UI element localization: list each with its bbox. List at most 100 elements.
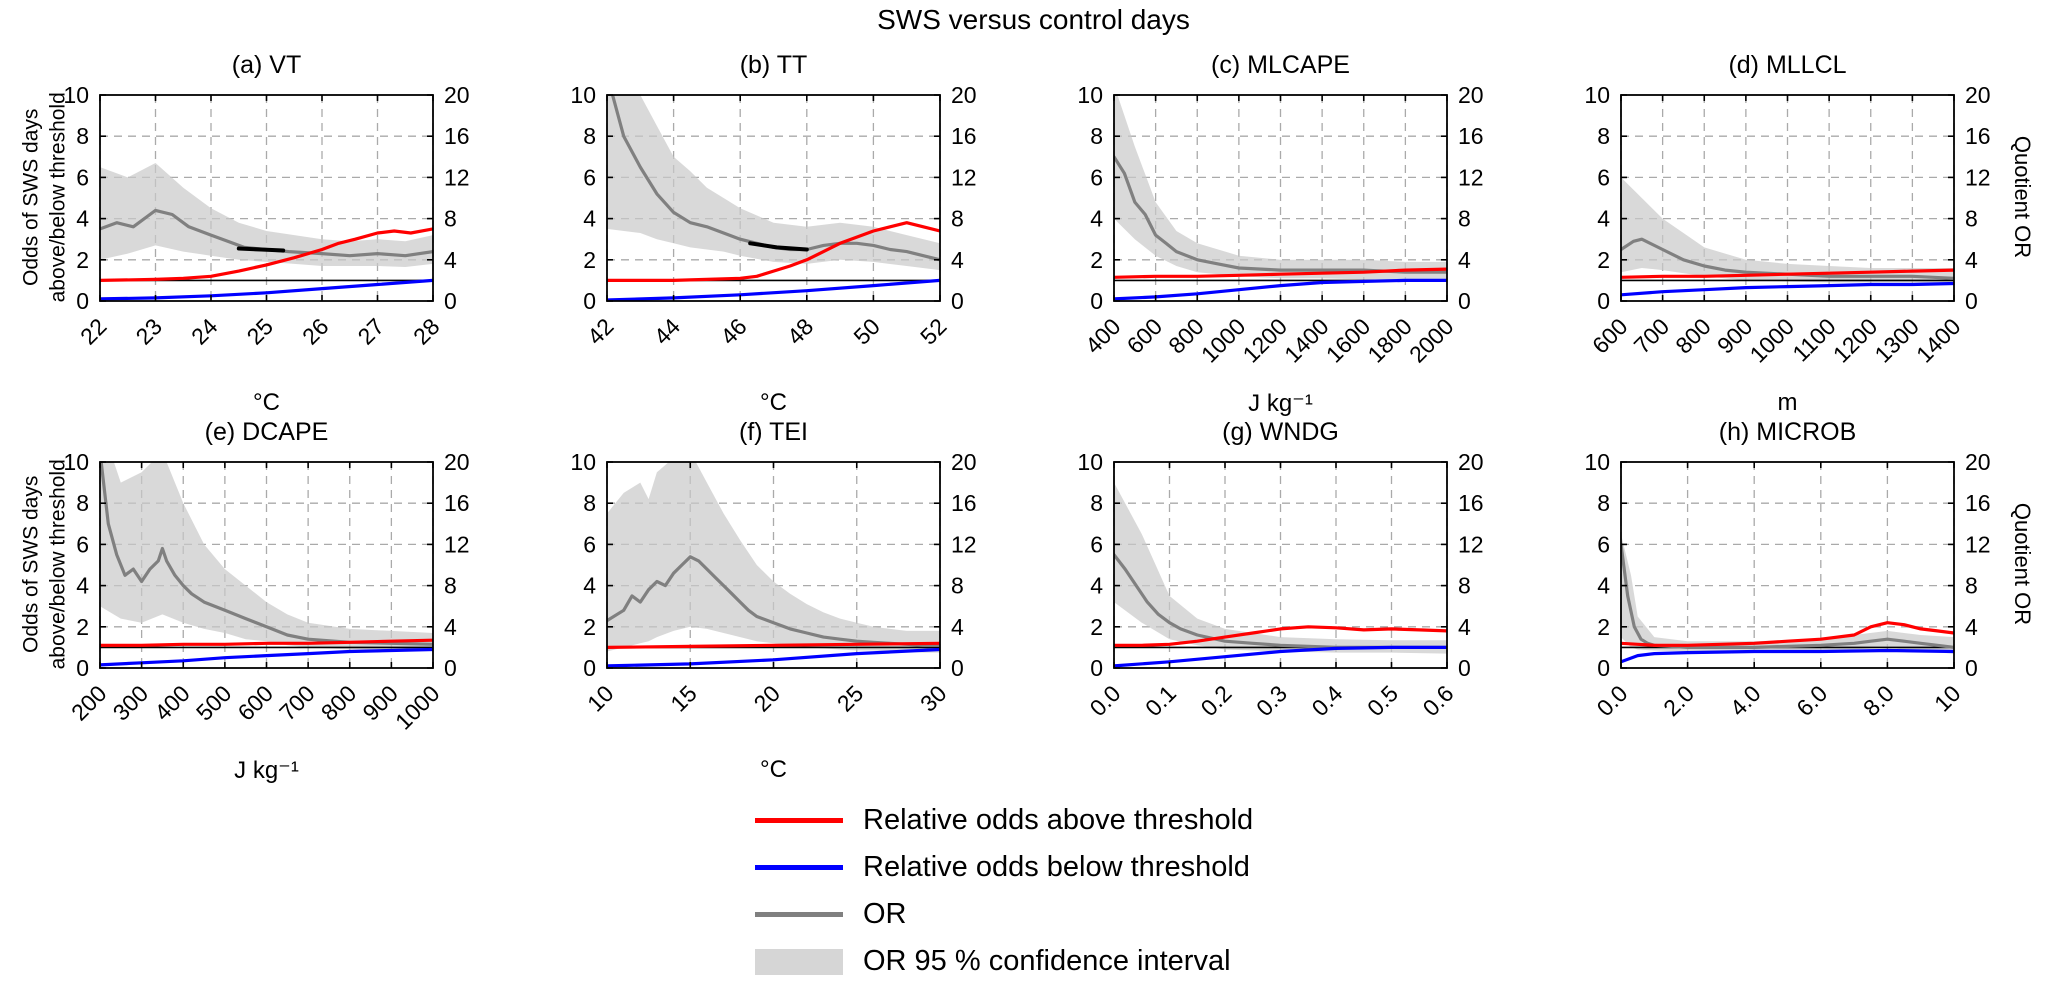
or-line	[1114, 155, 1447, 274]
legend-ci-patch-swatch	[755, 948, 843, 975]
x-axis-label: °C	[760, 756, 787, 783]
svg-text:25: 25	[832, 680, 868, 716]
svg-text:0.1: 0.1	[1140, 680, 1181, 721]
svg-text:0: 0	[1090, 288, 1103, 314]
x-axis-label: J kg⁻¹	[1248, 390, 1313, 417]
or-line	[1621, 237, 1954, 280]
svg-text:0: 0	[1458, 655, 1471, 681]
odds-below-line	[100, 647, 433, 667]
svg-text:2: 2	[76, 614, 89, 640]
or-ci-band	[100, 163, 433, 267]
svg-text:0.4: 0.4	[1307, 680, 1348, 721]
svg-text:20: 20	[951, 82, 977, 108]
svg-text:6: 6	[583, 164, 596, 190]
svg-text:2: 2	[1597, 247, 1610, 273]
svg-text:10: 10	[570, 449, 596, 475]
svg-text:8: 8	[1965, 206, 1978, 232]
svg-text:6: 6	[1597, 531, 1610, 557]
legend-item-or: OR	[755, 891, 1253, 938]
svg-text:0: 0	[1965, 288, 1978, 314]
svg-text:600: 600	[233, 680, 279, 726]
svg-text:700: 700	[274, 680, 320, 726]
svg-text:0: 0	[76, 655, 89, 681]
axis-ticks	[1113, 94, 1448, 302]
svg-text:600: 600	[1122, 313, 1168, 359]
svg-text:8.0: 8.0	[1858, 680, 1899, 721]
svg-text:4: 4	[1597, 206, 1610, 232]
svg-text:50: 50	[848, 313, 884, 349]
plot-mllcl: 6007008009001000110012001300140002468100…	[1584, 82, 1991, 368]
axis-ticks	[606, 94, 941, 302]
axes-box	[606, 94, 941, 302]
svg-text:0: 0	[1597, 655, 1610, 681]
axis-ticks	[99, 461, 434, 669]
svg-text:12: 12	[1458, 531, 1484, 557]
legend-label: OR 95 % confidence interval	[863, 945, 1231, 977]
svg-text:27: 27	[353, 313, 389, 349]
svg-text:48: 48	[782, 313, 818, 349]
or-line	[1621, 542, 1954, 649]
svg-text:2: 2	[583, 247, 596, 273]
svg-text:0.0: 0.0	[1085, 680, 1126, 721]
panel-title: (c) MLCAPE	[1211, 51, 1350, 79]
svg-text:16: 16	[1458, 490, 1484, 516]
svg-text:10: 10	[1929, 680, 1965, 716]
svg-text:500: 500	[191, 680, 237, 726]
svg-text:16: 16	[951, 123, 977, 149]
figure-title: SWS versus control days	[877, 4, 1190, 35]
svg-text:1100: 1100	[1787, 313, 1840, 366]
odds-below-line	[1621, 648, 1954, 664]
svg-text:8: 8	[444, 573, 457, 599]
svg-text:20: 20	[1458, 449, 1484, 475]
legend-label: Relative odds above threshold	[863, 804, 1254, 836]
svg-text:0.5: 0.5	[1362, 680, 1403, 721]
svg-text:0: 0	[1090, 655, 1103, 681]
svg-text:6: 6	[583, 531, 596, 557]
odds-below-line	[607, 647, 940, 668]
svg-text:10: 10	[1584, 82, 1610, 108]
legend-item-ci: OR 95 % confidence interval	[755, 938, 1253, 985]
svg-text:52: 52	[915, 313, 951, 349]
legend: Relative odds above threshold Relative o…	[755, 797, 1253, 985]
svg-text:8: 8	[951, 573, 964, 599]
panel-title: (h) MICROB	[1718, 418, 1857, 446]
odds-above-line	[100, 638, 433, 647]
svg-text:30: 30	[915, 680, 951, 716]
legend-label: OR	[863, 898, 907, 930]
svg-text:12: 12	[951, 531, 977, 557]
svg-text:4: 4	[444, 614, 457, 640]
plot-mlcape: 4006008001000120014001600180020000246810…	[1077, 82, 1483, 368]
panel-microb: (h) MICROB 0.0 2.0 4.0 6.0 8.0 10 0 2 4 6 8 10 0 4 8 12…	[1541, 418, 2021, 838]
svg-text:10: 10	[570, 82, 596, 108]
panel-vt: (a) VT 22 23 24 25 26 27 28 0 2 4 6 8 10 0 4 8 12 16 20 °C	[20, 51, 500, 471]
svg-text:20: 20	[1965, 82, 1991, 108]
svg-text:4: 4	[1965, 247, 1978, 273]
odds-below-line	[607, 278, 940, 301]
svg-text:0.0: 0.0	[1592, 680, 1633, 721]
svg-text:0: 0	[583, 288, 596, 314]
svg-text:12: 12	[951, 164, 977, 190]
svg-text:0: 0	[583, 655, 596, 681]
svg-text:1200: 1200	[1828, 313, 1883, 368]
svg-text:400: 400	[149, 680, 195, 726]
svg-text:0: 0	[951, 288, 964, 314]
svg-text:10: 10	[63, 82, 89, 108]
svg-text:16: 16	[951, 490, 977, 516]
or-ci-band	[1621, 177, 1954, 285]
panel-mlcape: (c) MLCAPE 400 600 8 0 0 1000 1200 1400 1600 1800…	[1034, 51, 1514, 471]
svg-text:4: 4	[76, 206, 89, 232]
panel-title: (f) TEI	[739, 418, 808, 446]
svg-text:20: 20	[749, 680, 785, 716]
svg-text:200: 200	[66, 680, 112, 726]
svg-text:1600: 1600	[1321, 313, 1376, 368]
panel-title: (d) MLLCL	[1728, 51, 1847, 79]
svg-text:8: 8	[1458, 573, 1471, 599]
svg-text:4: 4	[583, 206, 596, 232]
svg-text:20: 20	[951, 449, 977, 475]
or-line	[1114, 553, 1447, 649]
svg-text:0: 0	[951, 655, 964, 681]
